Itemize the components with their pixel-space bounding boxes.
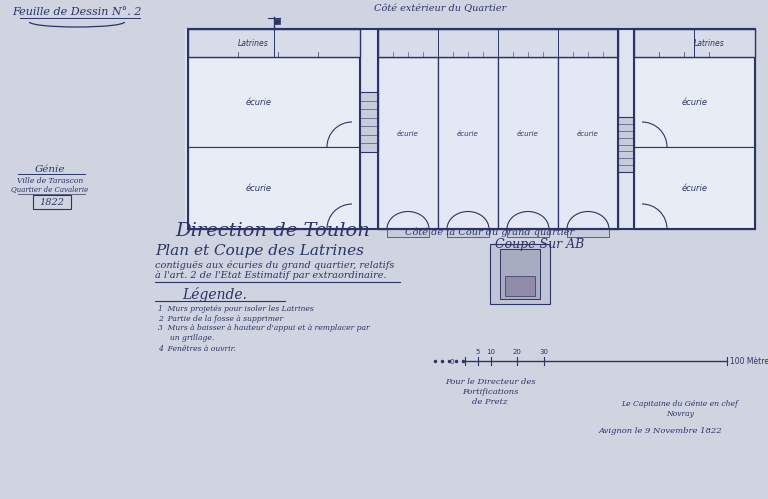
- Text: 1822: 1822: [39, 198, 65, 207]
- Bar: [558, 57, 618, 229]
- Text: 10: 10: [487, 349, 495, 355]
- Text: Quartier de Cavalerie: Quartier de Cavalerie: [12, 185, 88, 193]
- Text: contiguës aux écuries du grand quartier, relatifs: contiguës aux écuries du grand quartier,…: [155, 260, 395, 270]
- Text: 5: 5: [476, 349, 480, 355]
- Bar: [188, 29, 360, 229]
- Bar: [507, 229, 549, 237]
- Bar: [490, 244, 550, 304]
- Text: Côté de la Cour du grand quartier: Côté de la Cour du grand quartier: [406, 227, 574, 237]
- Text: Avignon le 9 Novembre 1822: Avignon le 9 Novembre 1822: [598, 427, 722, 435]
- Text: Latrines: Latrines: [237, 38, 268, 47]
- Bar: [185, 29, 755, 229]
- Text: 1  Murs projetés pour isoler les Latrines: 1 Murs projetés pour isoler les Latrines: [158, 305, 314, 313]
- Bar: [188, 147, 360, 229]
- Text: Génie: Génie: [35, 165, 65, 174]
- Text: Feuille de Dessin N°. 2: Feuille de Dessin N°. 2: [12, 7, 141, 17]
- Bar: [634, 29, 755, 57]
- Text: Le Capitaine du Génie en chef
Novray: Le Capitaine du Génie en chef Novray: [621, 400, 739, 418]
- Text: écurie: écurie: [246, 97, 272, 106]
- Bar: [188, 29, 360, 57]
- Bar: [378, 29, 618, 229]
- Text: Pour le Directeur des
Fortifications
de Pretz: Pour le Directeur des Fortifications de …: [445, 378, 535, 406]
- Bar: [567, 229, 609, 237]
- Text: Direction de Toulon: Direction de Toulon: [175, 222, 369, 240]
- Bar: [33, 195, 71, 209]
- Bar: [360, 92, 378, 152]
- Text: écurie: écurie: [457, 131, 479, 137]
- Bar: [274, 19, 280, 24]
- Text: Légende.: Légende.: [183, 286, 247, 301]
- Bar: [500, 249, 540, 299]
- Bar: [505, 276, 535, 296]
- Text: à l'art. 2 de l'Etat Estimatif par extraordinaire.: à l'art. 2 de l'Etat Estimatif par extra…: [155, 270, 386, 280]
- Text: Plan et Coupe des Latrines: Plan et Coupe des Latrines: [155, 244, 364, 258]
- Text: 0: 0: [450, 359, 454, 365]
- Text: écurie: écurie: [681, 97, 707, 106]
- Text: 2  Partie de la fosse à supprimer: 2 Partie de la fosse à supprimer: [158, 315, 283, 323]
- Text: 20: 20: [513, 349, 521, 355]
- Text: Ville de Tarascon: Ville de Tarascon: [17, 177, 83, 185]
- Bar: [634, 147, 755, 229]
- Text: écurie: écurie: [246, 184, 272, 193]
- Text: écurie: écurie: [681, 184, 707, 193]
- Text: 100 Mètres: 100 Mètres: [730, 356, 768, 365]
- Bar: [618, 117, 634, 172]
- Bar: [378, 29, 618, 57]
- Bar: [378, 57, 438, 229]
- Bar: [498, 57, 558, 229]
- Bar: [634, 29, 755, 229]
- Text: 30: 30: [539, 349, 548, 355]
- Text: Coupe Sur AB: Coupe Sur AB: [495, 238, 584, 250]
- Text: écurie: écurie: [397, 131, 419, 137]
- Bar: [188, 57, 360, 147]
- Text: 3  Murs à baisser à hauteur d'appui et à remplacer par
     un grillage.: 3 Murs à baisser à hauteur d'appui et à …: [158, 324, 369, 342]
- Bar: [387, 229, 429, 237]
- Bar: [438, 57, 498, 229]
- Text: écurie: écurie: [577, 131, 599, 137]
- Bar: [634, 57, 755, 147]
- Text: Latrines: Latrines: [694, 38, 725, 47]
- Bar: [447, 229, 489, 237]
- Text: 4  Fenêtres à ouvrir.: 4 Fenêtres à ouvrir.: [158, 345, 236, 353]
- Text: Côté extérieur du Quartier: Côté extérieur du Quartier: [374, 4, 506, 13]
- Text: écurie: écurie: [517, 131, 539, 137]
